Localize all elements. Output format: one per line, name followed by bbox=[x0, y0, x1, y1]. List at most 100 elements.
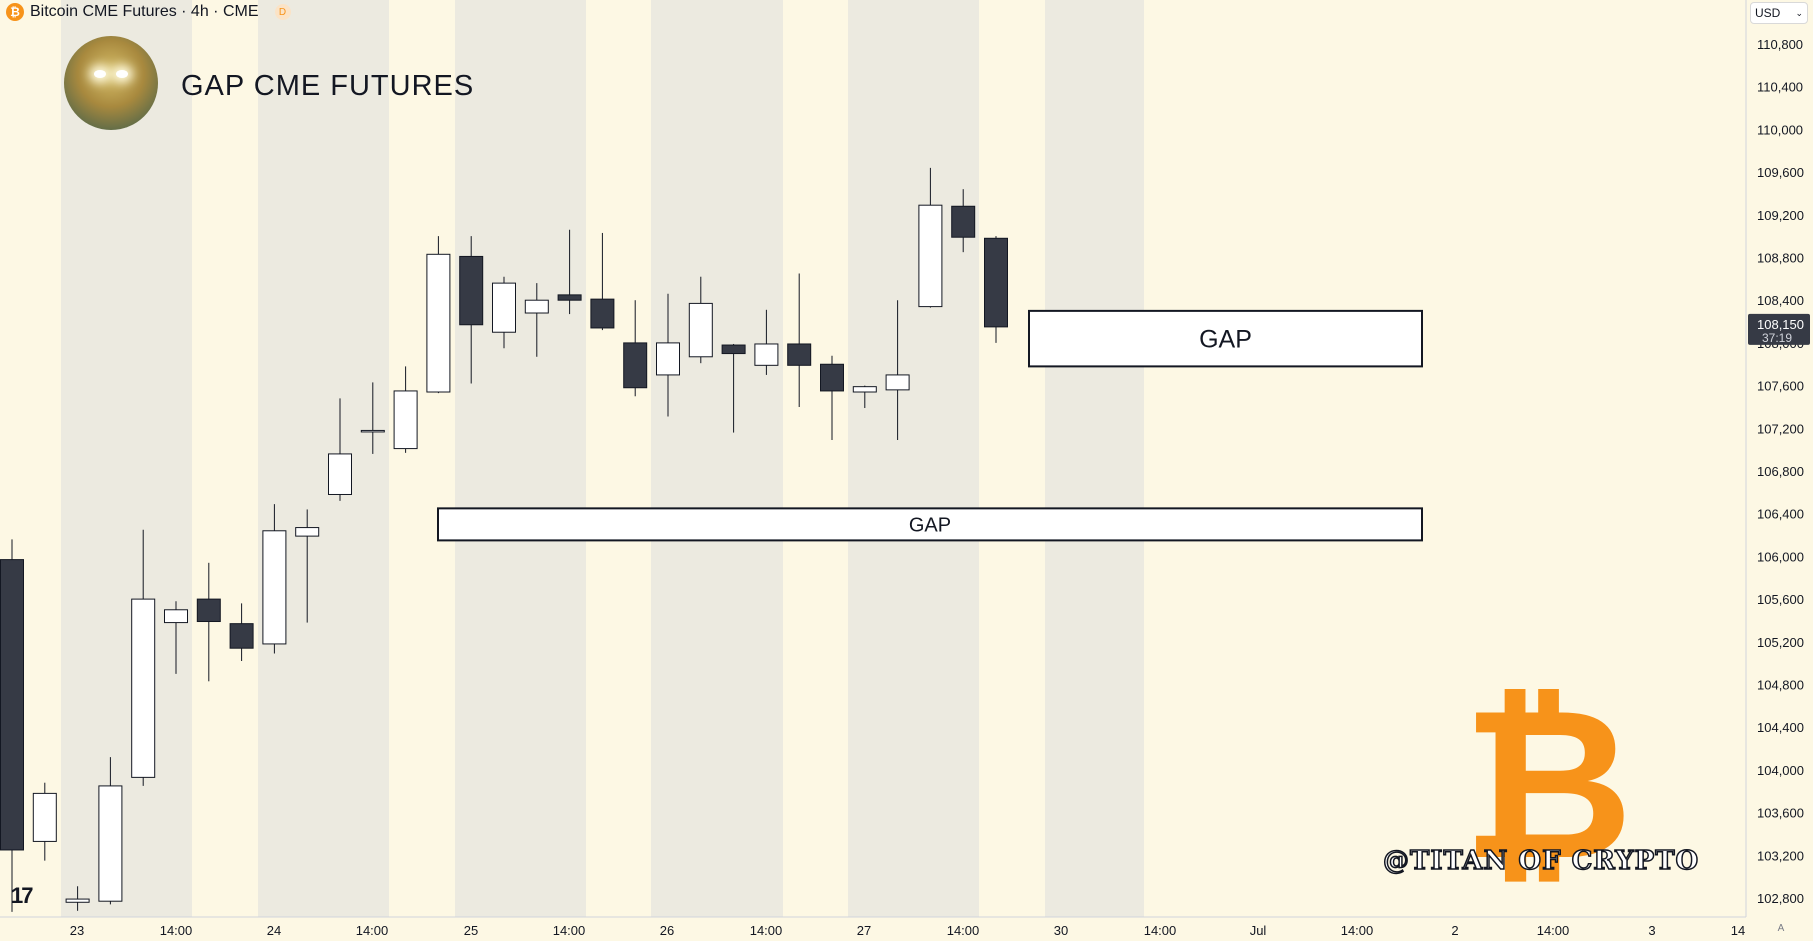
candle-body-up bbox=[754, 343, 779, 366]
price-axis[interactable]: 102,800 103,200 103,600 104,000 104,400 104,8… bbox=[1745, 0, 1813, 941]
author-handle: @TITAN OF CRYPTO bbox=[1382, 845, 1700, 877]
candle bbox=[295, 509, 320, 623]
candle bbox=[590, 232, 615, 331]
time-tick-label: 30 bbox=[1054, 923, 1068, 938]
time-tick-label: 14:00 bbox=[160, 923, 193, 938]
candle-body-down bbox=[229, 623, 254, 649]
gap-zone bbox=[437, 507, 1423, 542]
candle-body-down bbox=[196, 598, 221, 623]
price-tick-label: 103,600 bbox=[1757, 806, 1804, 821]
price-tick-label: 106,800 bbox=[1757, 464, 1804, 479]
candle-body-up bbox=[328, 453, 352, 495]
candle-body-up bbox=[65, 898, 90, 903]
time-tick-label: 24 bbox=[267, 923, 281, 938]
candle-body-down bbox=[557, 294, 582, 301]
currency-selector[interactable]: USD ⌄ bbox=[1750, 2, 1808, 24]
candle-body-down bbox=[590, 298, 615, 329]
candle-body-down bbox=[951, 205, 976, 238]
candle-body-down bbox=[0, 559, 24, 851]
session-band bbox=[848, 0, 979, 917]
candle-body-up bbox=[852, 386, 877, 393]
time-tick-label: 26 bbox=[660, 923, 674, 938]
candle-body-up bbox=[360, 429, 385, 433]
price-tick-label: 104,400 bbox=[1757, 720, 1804, 735]
session-band bbox=[61, 0, 192, 917]
bar-countdown: 37:19 bbox=[1762, 331, 1792, 345]
candle-body-down bbox=[623, 342, 648, 389]
price-tick-label: 103,200 bbox=[1757, 848, 1804, 863]
candle bbox=[0, 539, 24, 912]
candle bbox=[328, 398, 352, 501]
candle bbox=[426, 236, 451, 394]
chart-overlay-title: GAP CME FUTURES bbox=[181, 70, 475, 102]
candle bbox=[524, 283, 549, 357]
candle-body-up bbox=[32, 792, 57, 842]
currency-label: USD bbox=[1755, 6, 1781, 20]
auto-scale-button[interactable]: A bbox=[1777, 923, 1785, 934]
time-tick-label: 23 bbox=[70, 923, 84, 938]
candle-body-up bbox=[656, 342, 680, 376]
time-tick-label: 14:00 bbox=[750, 923, 783, 938]
candle-body-up bbox=[393, 390, 418, 450]
gap-zone bbox=[1028, 309, 1423, 368]
avatar-eye bbox=[94, 70, 106, 78]
price-axis-bg bbox=[1746, 0, 1813, 941]
time-tick-label: Jul bbox=[1250, 923, 1267, 938]
candle-body-down bbox=[984, 237, 1008, 328]
price-tick-label: 107,600 bbox=[1757, 379, 1804, 394]
session-band bbox=[651, 0, 783, 917]
candle-body-up bbox=[492, 282, 516, 333]
candle-body-up bbox=[164, 609, 188, 624]
candle-body-up bbox=[262, 530, 287, 645]
price-tick-label: 102,800 bbox=[1757, 891, 1804, 906]
last-price-badge-bg bbox=[1748, 313, 1810, 345]
price-tick-label: 110,800 bbox=[1757, 37, 1803, 52]
time-tick-label: 14:00 bbox=[947, 923, 980, 938]
candle bbox=[787, 273, 812, 407]
candle bbox=[623, 300, 648, 397]
price-tick-label: 106,000 bbox=[1757, 549, 1804, 564]
price-tick-label: 107,200 bbox=[1757, 421, 1804, 436]
candle bbox=[984, 236, 1008, 343]
candle-body-up bbox=[98, 785, 123, 902]
delay-badge[interactable]: D bbox=[274, 4, 291, 20]
last-price-value: 108,150 bbox=[1757, 317, 1804, 332]
candle bbox=[885, 300, 910, 441]
tradingview-logo-icon[interactable]: 17 bbox=[11, 883, 34, 908]
time-axis[interactable]: 23 14:00 24 14:00 25 14:00 26 14:00 27 14:00 30 14:… bbox=[0, 916, 1746, 941]
symbol-header[interactable]: ₿ Bitcoin CME Futures · 4h · CME D bbox=[6, 3, 291, 21]
candle bbox=[393, 366, 418, 453]
bitcoin-logo-icon: ₿ bbox=[1462, 662, 1634, 907]
time-tick-label: 25 bbox=[464, 923, 478, 938]
candle bbox=[492, 276, 516, 349]
candle-body-up bbox=[688, 302, 713, 358]
candle bbox=[459, 236, 484, 384]
avatar-eye bbox=[116, 70, 128, 78]
candle-body-up bbox=[918, 204, 943, 308]
session-band bbox=[1045, 0, 1144, 917]
session-bands bbox=[61, 0, 1144, 917]
time-tick-label: 14:00 bbox=[1144, 923, 1177, 938]
time-tick-label: 14:00 bbox=[553, 923, 586, 938]
gap-zones: GAP GAP bbox=[437, 309, 1423, 542]
candle bbox=[951, 189, 976, 253]
price-tick-label: 104,800 bbox=[1757, 678, 1804, 693]
candle bbox=[656, 293, 680, 417]
price-tick-label: 108,400 bbox=[1757, 293, 1804, 308]
avatar bbox=[64, 36, 158, 130]
price-tick-label: 109,600 bbox=[1757, 165, 1804, 180]
candle bbox=[32, 782, 57, 861]
candle-body-down bbox=[820, 363, 844, 392]
candle-body-up bbox=[295, 527, 320, 537]
price-tick-label: 109,200 bbox=[1757, 208, 1804, 223]
candle bbox=[229, 603, 254, 662]
candle bbox=[820, 355, 844, 441]
candle bbox=[852, 385, 877, 409]
gap-label: GAP bbox=[909, 514, 951, 536]
session-band bbox=[258, 0, 389, 917]
time-tick-label: 27 bbox=[857, 923, 871, 938]
gap-label: GAP bbox=[1199, 326, 1252, 354]
price-tick-label: 110,400 bbox=[1757, 80, 1803, 95]
candle-body-up bbox=[524, 299, 549, 314]
